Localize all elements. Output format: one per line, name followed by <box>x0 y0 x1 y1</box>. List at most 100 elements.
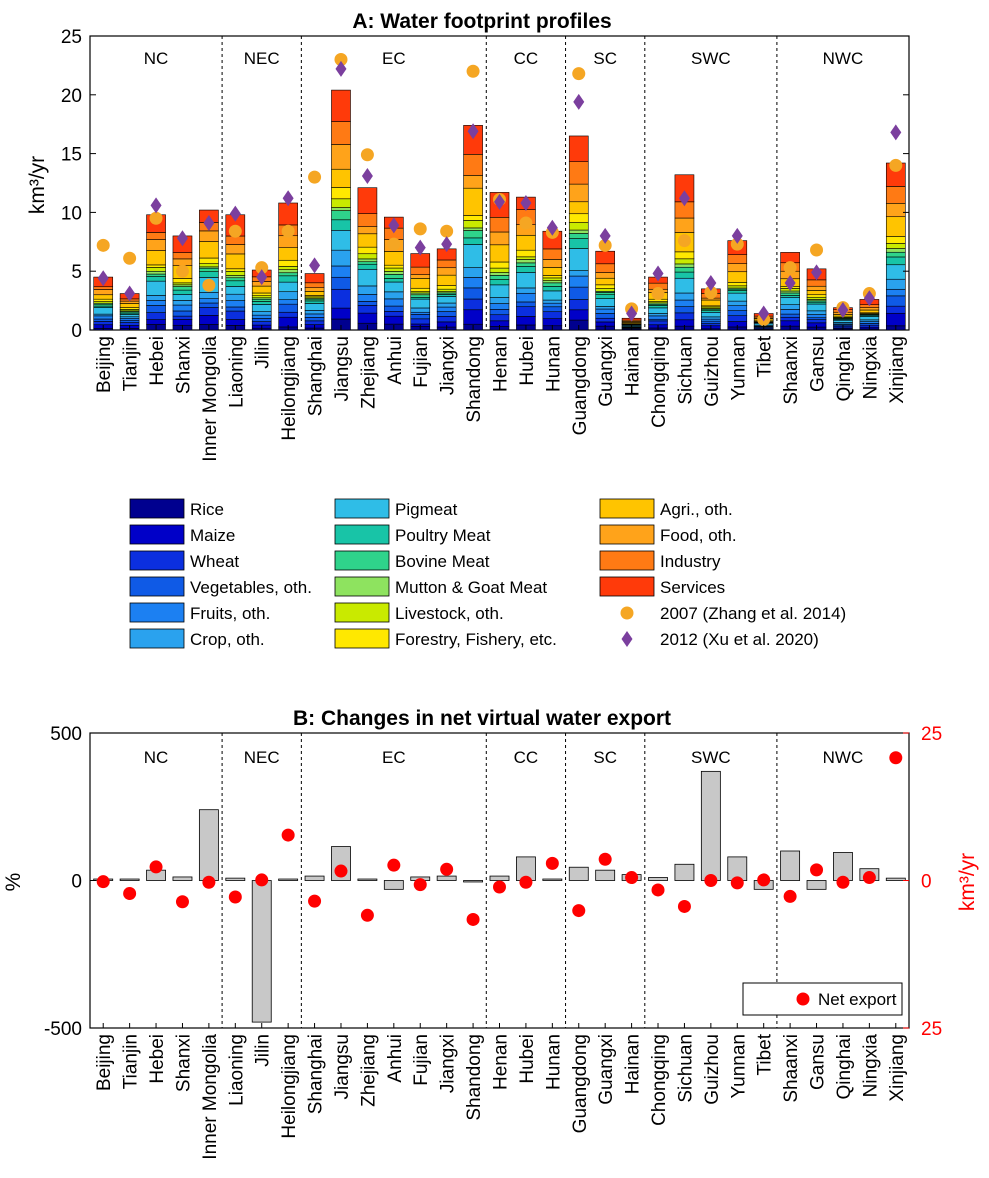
panel-b-region-label: EC <box>382 748 406 767</box>
panel-b-net-export-point <box>202 875 216 889</box>
panel-a-bar-segment <box>489 275 510 280</box>
panel-a-bar-segment <box>542 267 563 276</box>
panel-a-bar-segment <box>357 301 378 306</box>
panel-a-bar-segment <box>727 282 748 287</box>
panel-a-bar-segment <box>93 298 114 302</box>
legend-label: Bovine Meat <box>395 552 490 571</box>
legend-label: Fruits, oth. <box>190 604 270 623</box>
panel-b-bar <box>304 875 325 881</box>
panel-a-bar-segment <box>885 288 906 297</box>
panel-b-title: B: Changes in net virtual water export <box>293 707 671 730</box>
legend-swatch <box>129 550 185 571</box>
panel-a-bar-segment <box>146 305 166 313</box>
panel-a-bar-segment <box>516 272 536 289</box>
panel-a-bar-segment <box>331 265 351 278</box>
panel-a-bar-segment <box>331 187 351 200</box>
panel-a-bar-segment <box>146 270 166 275</box>
panel-b-xtick-label: Fujian <box>411 1034 432 1086</box>
panel-a-point-2012 <box>467 123 479 140</box>
panel-a-point-2007 <box>810 243 824 257</box>
panel-a-bar-segment <box>304 303 325 311</box>
panel-a-bar-segment <box>463 309 483 325</box>
panel-a-bar-segment <box>251 285 272 294</box>
panel-a-bar-segment <box>674 251 695 260</box>
panel-a-xtick-label: Shanghai <box>306 336 327 416</box>
panel-b-bar <box>885 877 906 881</box>
panel-a-bar-segment <box>542 290 563 301</box>
panel-b-net-export-point <box>783 889 797 903</box>
panel-a-bar-segment <box>674 266 695 273</box>
panel-b-xtick-label: Qinghai <box>834 1034 855 1100</box>
panel-a-bar-segment <box>463 230 483 239</box>
panel-a-bar-segment <box>93 286 114 290</box>
panel-a-point-2012 <box>811 264 823 281</box>
panel-a-point-2007 <box>334 53 348 67</box>
panel-a-bar-segment <box>436 285 457 290</box>
panel-a-xtick-label: Beijing <box>94 336 115 393</box>
panel-a-bar-segment <box>357 233 378 248</box>
panel-b-bar <box>674 863 695 881</box>
panel-a-bar-segment <box>199 302 219 308</box>
panel-b-xtick-label: Shanghai <box>306 1034 327 1114</box>
legend-marker-2007 <box>620 606 634 620</box>
panel-a-bar-segment <box>806 285 827 291</box>
panel-a-bar-segment <box>172 304 193 312</box>
panel-b-region-label: NEC <box>244 748 280 767</box>
panel-b-net-export-point <box>149 860 163 874</box>
panel-b-net-export-point <box>493 880 506 894</box>
panel-a-bar-segment <box>436 316 457 323</box>
panel-a-bar-segment <box>727 315 748 322</box>
panel-a-xtick-label: Xinjiang <box>887 336 908 404</box>
legend-swatch <box>129 498 185 519</box>
panel-a-bar-segment <box>701 316 721 320</box>
panel-a-bar-segment <box>701 318 721 322</box>
panel-a-bar-segment <box>542 286 563 292</box>
panel-a-bar-segment <box>357 285 378 295</box>
panel-a-bar-segment <box>516 262 536 267</box>
panel-a-bar-segment <box>225 268 246 272</box>
panel-a-point-2007 <box>572 67 586 81</box>
panel-a-bar-segment <box>199 267 219 272</box>
panel-a-bar-segment <box>331 219 351 231</box>
panel-a-bar-segment <box>93 289 114 296</box>
panel-a-bar-segment <box>410 274 431 279</box>
legend-swatch <box>334 498 390 519</box>
panel-a-title: A: Water footprint profiles <box>352 10 611 33</box>
panel-a-bar-segment <box>516 287 536 294</box>
panel-a-bar-segment <box>542 280 563 284</box>
panel-b-xtick-label: Hainan <box>623 1034 644 1094</box>
panel-b-ytick-label: -500 <box>44 1019 82 1040</box>
panel-a-bar-segment <box>331 307 351 320</box>
panel-a-bar-segment <box>119 319 140 323</box>
panel-b-net-export-point <box>519 875 533 889</box>
panel-a-bar-segment <box>516 292 536 303</box>
panel-a-xtick-label: Jiangsu <box>332 336 353 402</box>
panel-a-bar-segment <box>780 292 800 296</box>
panel-a-bar-segment <box>331 210 351 221</box>
panel-b-xtick-label: Zhejiang <box>358 1034 379 1107</box>
panel-b-xtick-label: Guangxi <box>596 1034 617 1105</box>
panel-a-bar-segment <box>516 249 536 258</box>
panel-b-xtick-label: Tianjin <box>121 1034 142 1089</box>
panel-a-bar-segment <box>780 316 800 322</box>
panel-a-bar-segment <box>885 305 906 314</box>
panel-a-bar-segment <box>489 216 510 233</box>
panel-a-region-label: SWC <box>691 49 731 68</box>
panel-a-bar-segment <box>595 250 615 265</box>
panel-a-bar-segment <box>251 298 272 302</box>
panel-a-point-2007 <box>598 238 612 252</box>
panel-a-bar-segment <box>701 312 721 318</box>
panel-a-bar-segment <box>199 241 219 259</box>
panel-a-bar-segment <box>595 292 615 295</box>
panel-a-bar-segment <box>885 278 906 290</box>
panel-b-region-label: NWC <box>823 748 864 767</box>
legend-label: Wheat <box>190 552 239 571</box>
panel-b-net-export-point <box>387 858 401 872</box>
panel-b-net-export-point <box>598 852 612 866</box>
panel-a-bar-segment <box>357 213 378 227</box>
panel-a-bar-segment <box>384 315 404 325</box>
panel-b-bar <box>278 878 299 881</box>
legend-label: Pigmeat <box>395 500 458 519</box>
panel-a-bar-segment <box>780 313 800 318</box>
legend-label: Services <box>660 578 725 597</box>
